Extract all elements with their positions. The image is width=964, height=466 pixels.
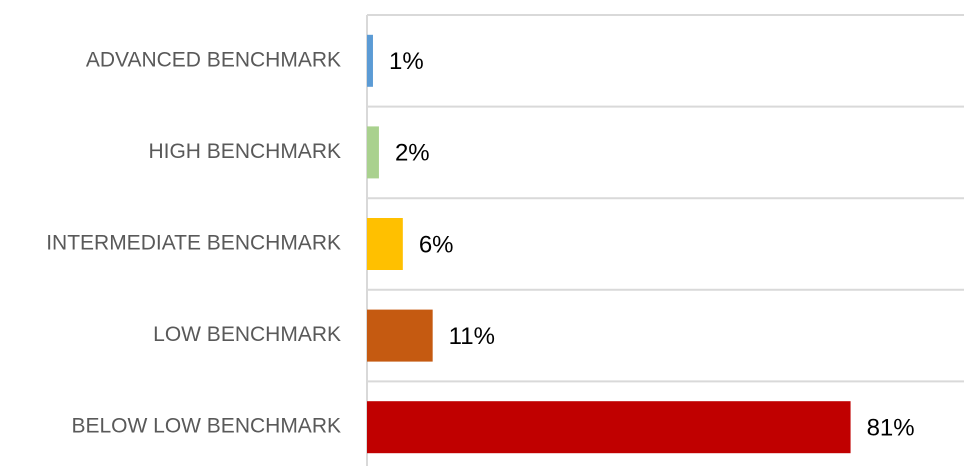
category-label: INTERMEDIATE BENCHMARK	[46, 232, 341, 255]
category-label: ADVANCED BENCHMARK	[86, 48, 341, 71]
bar	[367, 34, 373, 87]
bar	[367, 309, 433, 362]
bar	[367, 401, 851, 454]
category-label: LOW BENCHMARK	[153, 323, 341, 346]
value-label: 2%	[395, 140, 430, 167]
category-label: HIGH BENCHMARK	[148, 140, 341, 163]
bar	[367, 218, 403, 270]
bar	[367, 126, 379, 179]
value-label: 1%	[389, 48, 424, 75]
category-label: BELOW LOW BENCHMARK	[71, 415, 341, 438]
value-label: 81%	[867, 415, 915, 442]
value-label: 11%	[449, 323, 495, 350]
value-label: 6%	[419, 231, 454, 258]
